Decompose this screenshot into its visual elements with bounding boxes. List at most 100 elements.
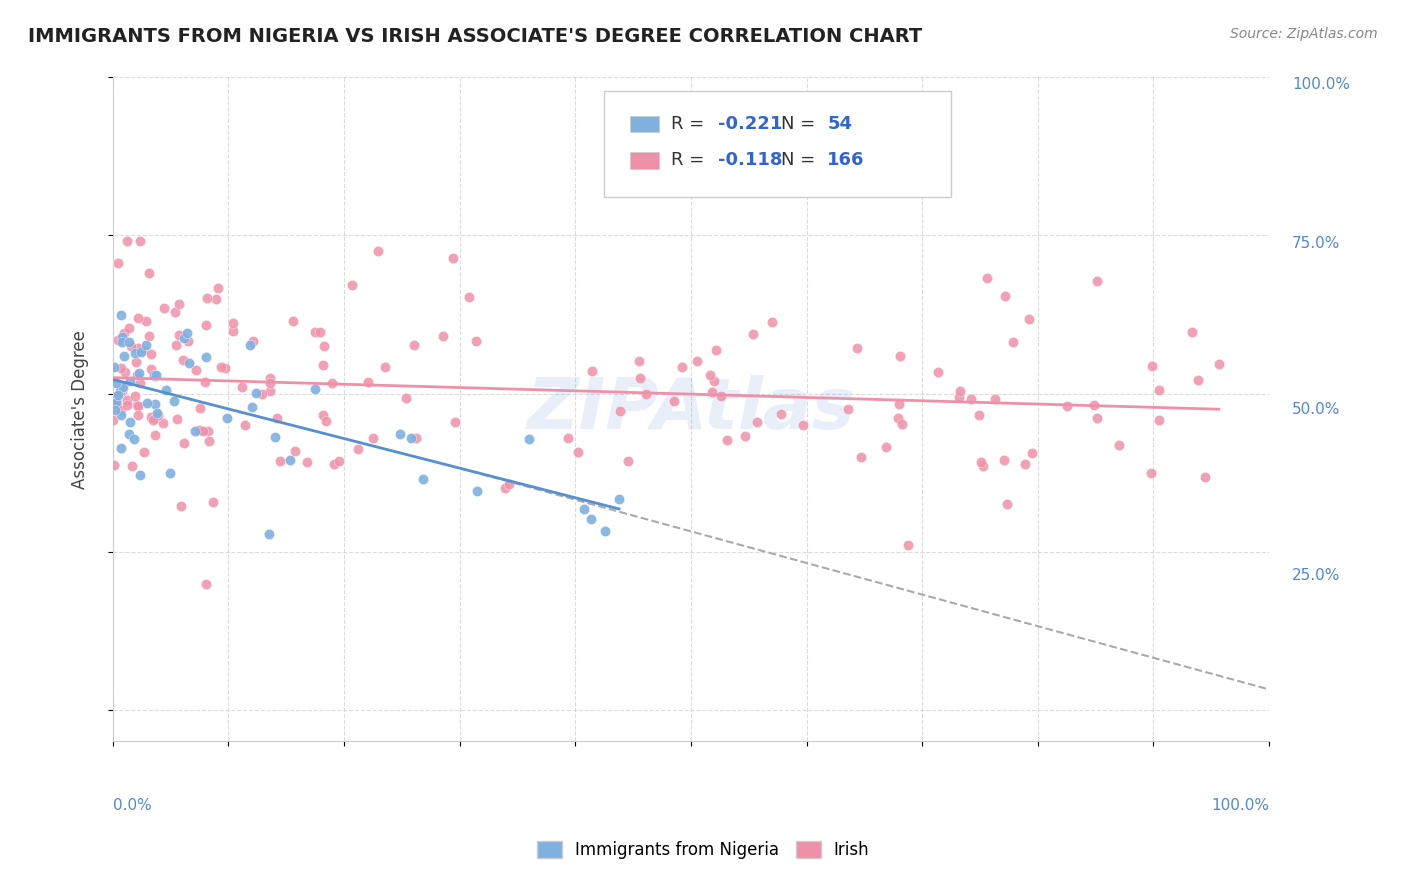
Point bbox=[191, 424, 214, 438]
Point bbox=[110, 384, 132, 398]
Point bbox=[1140, 466, 1163, 480]
Point bbox=[221, 316, 243, 330]
Point bbox=[284, 443, 307, 458]
Point bbox=[304, 325, 326, 339]
Point bbox=[110, 360, 132, 375]
Point bbox=[142, 413, 165, 427]
Point bbox=[465, 334, 488, 348]
Point bbox=[1083, 398, 1105, 412]
Point bbox=[887, 397, 910, 411]
Point bbox=[257, 527, 280, 541]
Point bbox=[361, 432, 384, 446]
Point bbox=[567, 445, 589, 459]
Point bbox=[172, 353, 194, 368]
Point bbox=[458, 290, 481, 304]
Point bbox=[960, 392, 983, 406]
Point bbox=[444, 415, 467, 429]
Point bbox=[201, 495, 224, 509]
Point bbox=[395, 391, 418, 405]
Point bbox=[357, 375, 380, 389]
Point bbox=[214, 360, 236, 375]
Point bbox=[114, 365, 136, 379]
Point bbox=[322, 457, 344, 471]
Point bbox=[105, 395, 128, 409]
Point bbox=[315, 414, 337, 428]
Text: -0.118: -0.118 bbox=[717, 152, 782, 169]
Point bbox=[269, 454, 291, 468]
Point bbox=[217, 411, 239, 425]
Text: 25.0%: 25.0% bbox=[1292, 567, 1340, 582]
Point bbox=[118, 415, 141, 429]
Point bbox=[107, 388, 129, 402]
Point bbox=[972, 458, 994, 473]
Point bbox=[259, 376, 281, 390]
Point bbox=[128, 468, 150, 483]
Point bbox=[1181, 325, 1204, 339]
Point bbox=[374, 360, 396, 375]
Point bbox=[704, 343, 727, 357]
Point bbox=[1187, 373, 1209, 387]
Point bbox=[222, 324, 245, 338]
Point bbox=[890, 417, 912, 431]
Point bbox=[107, 333, 129, 347]
Point bbox=[314, 338, 336, 352]
Point bbox=[235, 418, 257, 433]
Point bbox=[141, 347, 163, 361]
Point bbox=[875, 441, 897, 455]
Point bbox=[143, 411, 166, 425]
Point bbox=[897, 538, 920, 552]
Point bbox=[557, 431, 579, 445]
Text: 100.0%: 100.0% bbox=[1211, 797, 1270, 813]
Point bbox=[1149, 384, 1171, 398]
Point bbox=[239, 338, 262, 352]
Point bbox=[159, 466, 181, 480]
Point bbox=[152, 416, 174, 430]
Point bbox=[328, 454, 350, 468]
Point bbox=[627, 353, 650, 368]
Text: 50.0%: 50.0% bbox=[1292, 401, 1340, 417]
Point bbox=[845, 341, 868, 355]
Point bbox=[321, 376, 343, 391]
Point bbox=[127, 341, 149, 355]
FancyBboxPatch shape bbox=[630, 153, 658, 169]
Point bbox=[441, 251, 464, 265]
Point bbox=[127, 310, 149, 325]
Point bbox=[121, 458, 143, 473]
Point bbox=[197, 434, 219, 448]
Point bbox=[494, 481, 516, 495]
Point bbox=[628, 371, 651, 385]
Point bbox=[412, 472, 434, 486]
Point bbox=[167, 327, 190, 342]
Point bbox=[278, 452, 301, 467]
Point bbox=[111, 334, 134, 349]
Point bbox=[194, 376, 217, 390]
Point bbox=[122, 432, 145, 446]
Point bbox=[402, 338, 425, 352]
Point bbox=[1001, 334, 1024, 349]
Point bbox=[128, 366, 150, 380]
Point bbox=[716, 433, 738, 447]
Point bbox=[195, 291, 218, 305]
Point bbox=[111, 330, 134, 344]
Point bbox=[110, 408, 132, 422]
Point bbox=[104, 376, 127, 391]
Point bbox=[135, 314, 157, 328]
Text: -0.221: -0.221 bbox=[717, 115, 782, 133]
Point bbox=[574, 502, 596, 516]
Point bbox=[118, 426, 141, 441]
Point bbox=[745, 415, 768, 429]
Point bbox=[125, 355, 148, 369]
Point bbox=[1194, 470, 1216, 484]
Point bbox=[700, 385, 723, 400]
Point bbox=[125, 368, 148, 382]
Point bbox=[118, 334, 141, 349]
Point bbox=[231, 380, 253, 394]
Point bbox=[197, 424, 219, 438]
Point bbox=[671, 360, 693, 375]
Point bbox=[155, 383, 177, 397]
Point bbox=[579, 512, 602, 526]
Text: 100.0%: 100.0% bbox=[1292, 78, 1350, 93]
FancyBboxPatch shape bbox=[605, 91, 950, 197]
Point bbox=[145, 406, 167, 420]
Point bbox=[710, 389, 733, 403]
